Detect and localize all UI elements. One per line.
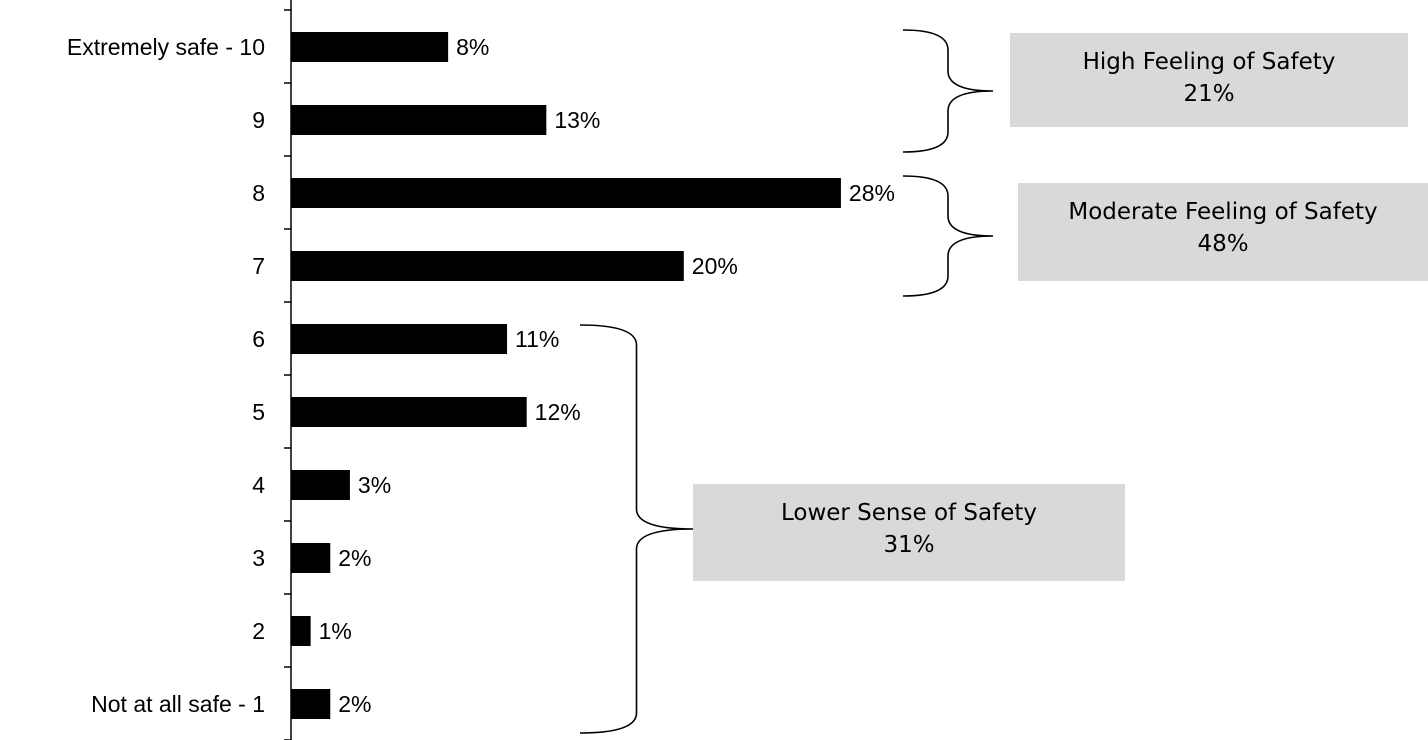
data-label: 2% [338, 691, 371, 717]
brace-moderate-feeling-of-safety [902, 175, 994, 297]
group-name: High Feeling of Safety [1083, 49, 1336, 75]
bar-5 [291, 397, 527, 427]
data-label: 12% [535, 399, 581, 425]
data-label: 13% [554, 107, 600, 133]
bar-4 [291, 470, 350, 500]
data-label: 2% [338, 545, 371, 571]
category-label: 5 [252, 399, 265, 425]
bar-2 [291, 616, 311, 646]
axis [284, 0, 292, 740]
category-label: 2 [252, 618, 265, 644]
group-box-moderate-feeling-of-safety [1018, 183, 1428, 281]
group-name: Lower Sense of Safety [781, 500, 1037, 526]
group-total: 48% [1197, 231, 1248, 257]
category-label: 4 [252, 472, 265, 498]
category-label: 6 [252, 326, 265, 352]
data-label: 8% [456, 34, 489, 60]
data-label: 11% [515, 326, 559, 352]
category-label: 9 [252, 107, 265, 133]
group-annotations: High Feeling of Safety 21% Moderate Feelin… [579, 29, 1428, 734]
data-label: 3% [358, 472, 391, 498]
category-label: 8 [252, 180, 265, 206]
bar-3 [291, 543, 331, 573]
group-total: 31% [883, 532, 934, 558]
category-label: Extremely safe - 10 [67, 34, 265, 60]
bar-8 [291, 178, 841, 208]
bar-6 [291, 324, 508, 354]
group-name: Moderate Feeling of Safety [1068, 199, 1377, 225]
data-label: 28% [849, 180, 895, 206]
bar-7 [291, 251, 684, 281]
bar-not-at-all-safe-1 [291, 689, 331, 719]
group-box-high-feeling-of-safety [1010, 33, 1408, 127]
data-label: 20% [692, 253, 738, 279]
category-label: 3 [252, 545, 265, 571]
bars [291, 32, 841, 719]
brace-lower-sense-of-safety [579, 324, 694, 734]
brace-high-feeling-of-safety [902, 29, 994, 153]
group-total: 21% [1183, 81, 1234, 107]
labels: Extremely safe - 10 8% 9 13% 8 28% 7 20% 6 11% 5 12… [67, 34, 895, 717]
bar-extremely-safe-10 [291, 32, 449, 62]
category-label: Not at all safe - 1 [91, 691, 265, 717]
category-label: 7 [252, 253, 265, 279]
bar-9 [291, 105, 547, 135]
data-label: 1% [319, 618, 352, 644]
group-box-lower-sense-of-safety [693, 484, 1125, 581]
